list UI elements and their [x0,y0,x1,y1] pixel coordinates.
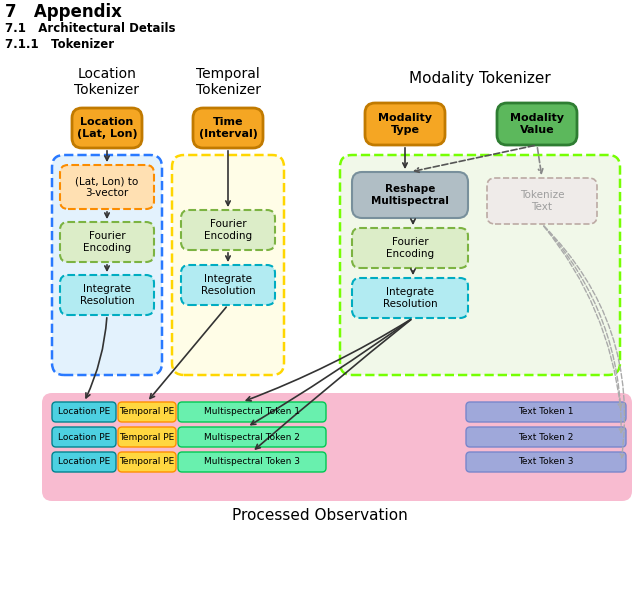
Text: Multispectral Token 1: Multispectral Token 1 [204,407,300,417]
FancyBboxPatch shape [193,108,263,148]
Text: Integrate
Resolution: Integrate Resolution [80,284,134,306]
Text: Fourier
Encoding: Fourier Encoding [386,237,434,259]
FancyBboxPatch shape [466,427,626,447]
Text: Processed Observation: Processed Observation [232,507,408,523]
FancyBboxPatch shape [60,222,154,262]
FancyBboxPatch shape [172,155,284,375]
FancyBboxPatch shape [178,452,326,472]
FancyBboxPatch shape [178,427,326,447]
Text: Location PE: Location PE [58,432,110,442]
Text: Text Token 3: Text Token 3 [518,457,573,466]
Text: 7.1.1   Tokenizer: 7.1.1 Tokenizer [5,38,114,51]
FancyBboxPatch shape [178,402,326,422]
FancyBboxPatch shape [118,427,176,447]
Text: Text Token 2: Text Token 2 [518,432,573,442]
Text: Integrate
Resolution: Integrate Resolution [383,287,437,309]
FancyBboxPatch shape [60,275,154,315]
FancyBboxPatch shape [487,178,597,224]
FancyBboxPatch shape [352,172,468,218]
Text: Modality Tokenizer: Modality Tokenizer [409,71,551,85]
FancyBboxPatch shape [497,103,577,145]
Text: 7   Appendix: 7 Appendix [5,3,122,21]
FancyBboxPatch shape [52,402,116,422]
Text: Fourier
Encoding: Fourier Encoding [204,219,252,241]
Text: Temporal
Tokenizer: Temporal Tokenizer [195,67,260,97]
FancyBboxPatch shape [60,165,154,209]
Text: Temporal PE: Temporal PE [120,457,175,466]
FancyBboxPatch shape [340,155,620,375]
FancyBboxPatch shape [352,228,468,268]
FancyBboxPatch shape [52,452,116,472]
FancyBboxPatch shape [118,402,176,422]
Text: Multispectral Token 2: Multispectral Token 2 [204,432,300,442]
FancyBboxPatch shape [72,108,142,148]
FancyBboxPatch shape [365,103,445,145]
FancyBboxPatch shape [352,278,468,318]
FancyBboxPatch shape [181,210,275,250]
FancyBboxPatch shape [466,402,626,422]
Text: Location PE: Location PE [58,407,110,417]
Text: 7.1   Architectural Details: 7.1 Architectural Details [5,22,175,35]
Text: Reshape
Multispectral: Reshape Multispectral [371,184,449,206]
Text: Integrate
Resolution: Integrate Resolution [201,274,255,296]
Text: Modality
Type: Modality Type [378,113,432,135]
FancyBboxPatch shape [42,393,632,501]
Text: (Lat, Lon) to
3-vector: (Lat, Lon) to 3-vector [76,176,139,198]
Text: Text Token 1: Text Token 1 [518,407,573,417]
Text: Time
(Interval): Time (Interval) [198,117,257,139]
Text: Location
(Lat, Lon): Location (Lat, Lon) [77,117,138,139]
Text: Location
Tokenizer: Location Tokenizer [74,67,140,97]
Text: Fourier
Encoding: Fourier Encoding [83,231,131,253]
FancyBboxPatch shape [181,265,275,305]
Text: Tokenize
Text: Tokenize Text [520,190,564,212]
Text: Temporal PE: Temporal PE [120,407,175,417]
FancyBboxPatch shape [52,155,162,375]
FancyBboxPatch shape [466,452,626,472]
FancyBboxPatch shape [52,427,116,447]
Text: Multispectral Token 3: Multispectral Token 3 [204,457,300,466]
Text: Modality
Value: Modality Value [510,113,564,135]
FancyBboxPatch shape [118,452,176,472]
Text: Temporal PE: Temporal PE [120,432,175,442]
Text: Location PE: Location PE [58,457,110,466]
